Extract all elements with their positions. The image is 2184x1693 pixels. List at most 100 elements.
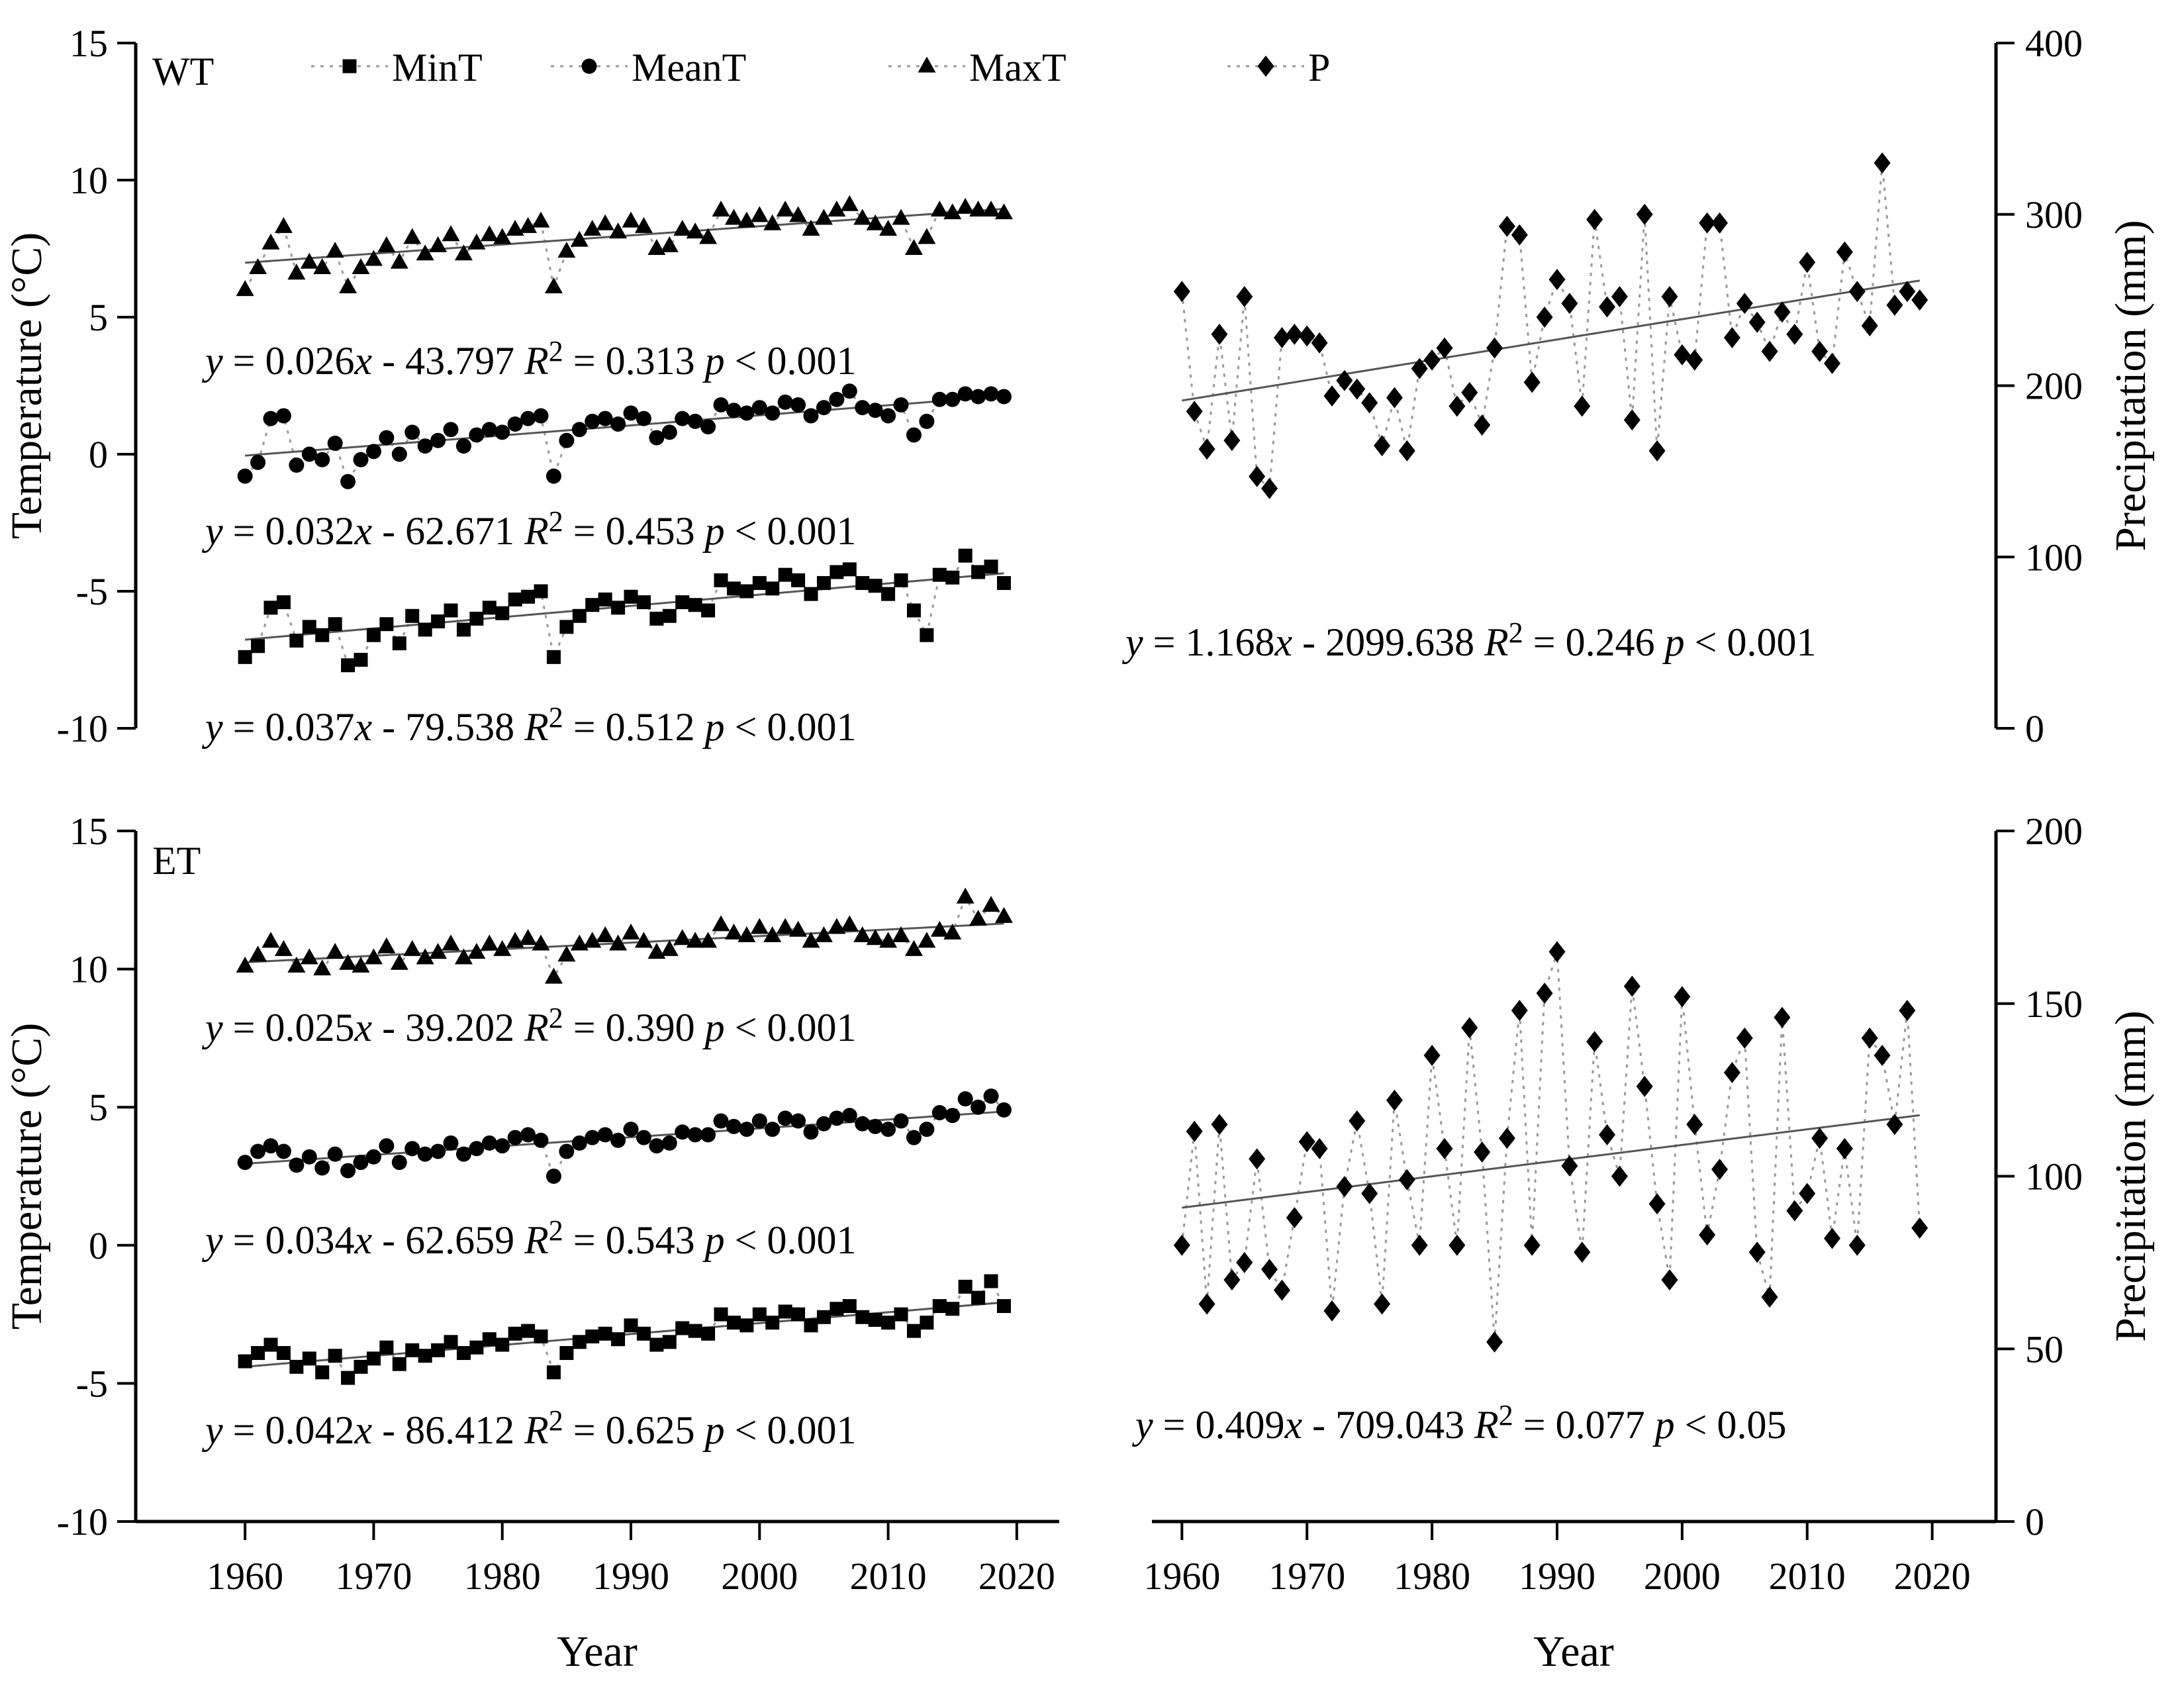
diamond-marker bbox=[1311, 1137, 1328, 1159]
data-point-markers bbox=[238, 1274, 1011, 1385]
y-tick-label: 10 bbox=[70, 948, 108, 991]
circle-marker bbox=[559, 432, 575, 448]
square-marker bbox=[945, 570, 960, 585]
diamond-marker bbox=[1599, 296, 1616, 318]
square-marker bbox=[572, 608, 587, 623]
diamond-marker bbox=[1811, 340, 1828, 362]
circle-marker bbox=[237, 468, 253, 484]
triangle-marker bbox=[969, 910, 988, 926]
x-tick-label: 2010 bbox=[1769, 1555, 1846, 1598]
diamond-marker bbox=[1874, 1044, 1891, 1066]
y-tick-label: 15 bbox=[70, 810, 108, 853]
diamond-marker bbox=[1236, 285, 1253, 307]
triangle-marker bbox=[840, 195, 859, 211]
square-marker bbox=[855, 576, 870, 591]
circle-marker bbox=[855, 400, 871, 416]
triangle-marker bbox=[634, 217, 653, 233]
square-marker bbox=[906, 603, 921, 618]
diamond-marker bbox=[1886, 294, 1903, 316]
square-marker bbox=[495, 1337, 510, 1352]
y-tick-label: 100 bbox=[2025, 1155, 2083, 1198]
panel-label-et: ET bbox=[152, 839, 201, 883]
diamond-marker bbox=[1398, 1169, 1415, 1190]
triangle-marker bbox=[467, 233, 486, 250]
square-marker bbox=[366, 1351, 381, 1366]
triangle-marker bbox=[686, 222, 704, 239]
circle-marker bbox=[841, 1108, 857, 1124]
triangle-marker bbox=[956, 887, 974, 904]
square-marker bbox=[726, 581, 741, 596]
diamond-marker bbox=[1636, 203, 1653, 225]
panel-wt-temperature: 15 10 5 0 -5 -10 Temperature (°C) WT y = 0.026x … bbox=[3, 22, 1013, 750]
circle-marker bbox=[919, 1122, 935, 1137]
diamond-marker bbox=[1586, 209, 1603, 230]
square-marker bbox=[804, 587, 818, 601]
triangle-marker bbox=[557, 945, 576, 962]
triangle-marker bbox=[596, 214, 614, 230]
square-marker bbox=[816, 576, 831, 591]
diamond-marker bbox=[1699, 212, 1716, 234]
diamond-marker bbox=[1461, 1017, 1478, 1039]
circle-marker bbox=[455, 438, 471, 454]
circle-marker bbox=[597, 411, 613, 426]
square-marker bbox=[868, 579, 882, 593]
square-marker bbox=[675, 1321, 690, 1335]
triangle-marker bbox=[994, 203, 1013, 220]
y-axis-title: Precipitation (mm) bbox=[2107, 1010, 2155, 1341]
triangle-marker bbox=[673, 220, 692, 236]
square-marker bbox=[366, 628, 381, 642]
series-p bbox=[1173, 941, 1928, 1353]
circle-marker bbox=[301, 1149, 317, 1165]
circle-marker bbox=[597, 1127, 613, 1143]
legend-label-maxt: MaxT bbox=[969, 46, 1067, 89]
diamond-marker bbox=[1236, 1251, 1253, 1273]
diamond-marker bbox=[1249, 465, 1266, 487]
circle-marker bbox=[906, 427, 922, 443]
triangle-marker bbox=[429, 943, 448, 959]
circle-marker bbox=[585, 1130, 600, 1145]
y-tick-label: -5 bbox=[76, 1362, 108, 1405]
triangle-marker bbox=[352, 258, 370, 274]
circle-marker bbox=[340, 473, 356, 489]
circle-marker bbox=[803, 1124, 819, 1140]
diamond-marker bbox=[1186, 1120, 1203, 1142]
diamond-marker bbox=[1861, 314, 1878, 336]
x-tick-label: 2020 bbox=[978, 1555, 1055, 1598]
data-point-markers bbox=[236, 887, 1013, 984]
circle-marker bbox=[533, 1132, 549, 1148]
legend-item-maxt: MaxT bbox=[888, 46, 1067, 89]
diamond-marker bbox=[1736, 293, 1753, 314]
triangle-marker bbox=[737, 926, 756, 943]
circle-marker bbox=[275, 1143, 291, 1159]
triangle-marker bbox=[249, 945, 267, 962]
square-marker bbox=[431, 614, 446, 629]
triangle-marker bbox=[287, 956, 306, 973]
diamond-marker bbox=[1186, 401, 1203, 422]
y-tick-label: 300 bbox=[2025, 193, 2083, 236]
data-point-markers bbox=[1173, 152, 1928, 499]
diamond-marker bbox=[1536, 983, 1553, 1004]
square-marker bbox=[830, 565, 844, 579]
square-marker bbox=[958, 548, 973, 563]
square-marker bbox=[521, 1324, 536, 1338]
data-point-markers bbox=[1173, 941, 1928, 1353]
square-marker bbox=[379, 1340, 394, 1355]
diamond-marker bbox=[1349, 1110, 1366, 1132]
circle-marker bbox=[713, 397, 729, 412]
square-marker bbox=[984, 1274, 998, 1288]
circle-marker bbox=[455, 1146, 471, 1162]
regression-annotation-maxt: y = 0.025x - 39.202 R2 = 0.390 p < 0.001 bbox=[201, 1002, 856, 1049]
circle-marker bbox=[751, 400, 767, 416]
circle-marker bbox=[263, 1138, 279, 1154]
circle-marker bbox=[906, 1130, 922, 1145]
square-marker bbox=[534, 1329, 548, 1343]
diamond-marker bbox=[1886, 1114, 1903, 1136]
circle-marker bbox=[430, 432, 446, 448]
diamond-marker bbox=[1836, 241, 1853, 263]
triangle-marker bbox=[429, 236, 448, 252]
circle-marker bbox=[495, 1138, 510, 1154]
square-marker bbox=[611, 1332, 626, 1347]
triangle-marker bbox=[699, 932, 718, 948]
